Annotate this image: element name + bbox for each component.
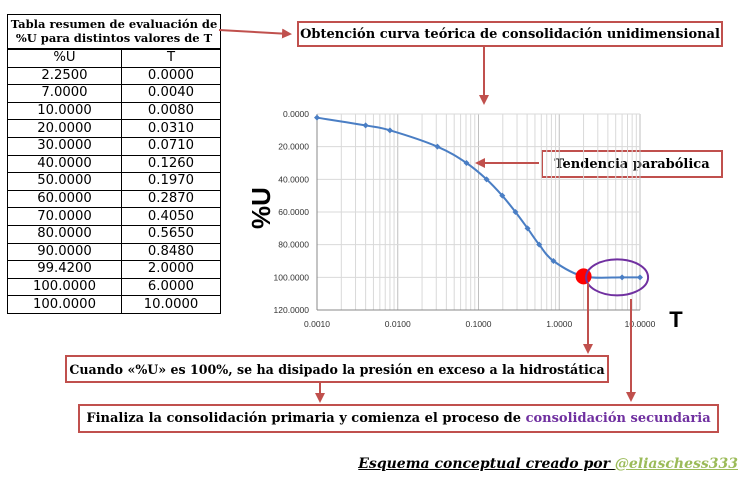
table-cell: 2.0000 bbox=[121, 260, 220, 279]
credit-line: Esquema conceptual creado por @eliasches… bbox=[358, 456, 738, 472]
table-cell: 70.0000 bbox=[8, 207, 122, 226]
table-cell: 30.0000 bbox=[8, 136, 122, 156]
chart-grid bbox=[316, 113, 641, 311]
table-cell: 0.0080 bbox=[121, 101, 220, 121]
data-point bbox=[637, 274, 643, 281]
x-tick-label: 0.0100 bbox=[385, 319, 411, 329]
table-cell: 100.0000 bbox=[8, 277, 122, 297]
table-cell: 80.0000 bbox=[8, 224, 122, 244]
credit-text: Esquema conceptual creado por bbox=[358, 456, 615, 472]
arrows bbox=[218, 28, 636, 403]
table-cell: 99.4200 bbox=[8, 260, 122, 279]
y-tick-label: 0.0000 bbox=[283, 109, 309, 119]
chart-axes bbox=[316, 114, 640, 311]
table-row: 100.0000 6.0000 bbox=[8, 277, 220, 297]
data-point bbox=[524, 225, 531, 232]
y-tick-label: 20.0000 bbox=[278, 142, 309, 152]
data-point bbox=[434, 143, 441, 150]
y-tick-label: 40.0000 bbox=[278, 174, 309, 184]
x-axis-label: T bbox=[669, 307, 683, 332]
table-cell: 0.4050 bbox=[121, 207, 220, 226]
table-row: 99.4200 2.0000 bbox=[8, 260, 220, 279]
table-cell: 0.0710 bbox=[121, 136, 220, 156]
data-point bbox=[483, 176, 490, 183]
table-row: 100.0000 10.0000 bbox=[8, 295, 220, 313]
table-cell: 0.2870 bbox=[121, 189, 220, 209]
top-title-text: Obtención curva teórica de consolidación… bbox=[300, 26, 720, 42]
table-row: 30.0000 0.0710 bbox=[8, 136, 220, 156]
secondary-zone-ellipse bbox=[585, 258, 650, 297]
chart-ticks: 0.0000 20.0000 40.0000 60.0000 80.0000 100.00… bbox=[274, 109, 656, 329]
final-text-prefix: Finaliza la consolidación primaria y com… bbox=[86, 411, 522, 426]
summary-table: %U T 2.2500 0.0000 7.0000 0.0040 10.0000 0.008… bbox=[8, 49, 220, 313]
y-tick-label: 60.0000 bbox=[278, 207, 309, 217]
data-point bbox=[499, 192, 506, 199]
y-tick-label: 80.0000 bbox=[278, 240, 309, 250]
y-tick-label: 120.0000 bbox=[274, 305, 310, 315]
data-point bbox=[362, 122, 369, 129]
table-cell: 10.0000 bbox=[121, 295, 220, 313]
when-100-box: Cuando «%U» es 100%, se ha disipado la p… bbox=[65, 355, 609, 383]
arrow-table-to-title bbox=[218, 28, 292, 39]
table-title: Tabla resumen de evaluación de %U para d… bbox=[8, 15, 220, 49]
data-point bbox=[512, 209, 519, 215]
summary-table-panel: Tabla resumen de evaluación de %U para d… bbox=[7, 14, 221, 314]
x-tick-label: 1.0000 bbox=[546, 319, 572, 329]
x-tick-label: 0.0010 bbox=[304, 319, 330, 329]
y-axis-label: %U bbox=[246, 187, 276, 229]
x-tick-label: 10.0000 bbox=[625, 319, 656, 329]
table-cell: 100.0000 bbox=[8, 295, 122, 313]
data-point bbox=[463, 160, 470, 166]
table-row: 80.0000 0.5650 bbox=[8, 224, 220, 244]
data-point bbox=[314, 114, 320, 121]
table-cell: 0.8480 bbox=[121, 242, 220, 262]
data-point bbox=[550, 258, 557, 264]
x-tick-label: 0.1000 bbox=[466, 319, 492, 329]
table-row: 70.0000 0.4050 bbox=[8, 207, 220, 226]
credit-handle[interactable]: @eliaschess333 bbox=[614, 456, 738, 472]
table-row: 20.0000 0.0310 bbox=[8, 119, 220, 138]
data-point bbox=[536, 241, 543, 248]
final-text-highlight: consolidación secundaria bbox=[525, 411, 711, 426]
data-point bbox=[619, 274, 626, 281]
table-cell: 0.1260 bbox=[121, 154, 220, 174]
data-point bbox=[386, 127, 393, 134]
table-row: 40.0000 0.1260 bbox=[8, 154, 220, 174]
top-title-box: Obtención curva teórica de consolidación… bbox=[297, 21, 723, 47]
final-box: Finaliza la consolidación primaria y com… bbox=[78, 404, 719, 433]
when-100-text: Cuando «%U» es 100%, se ha disipado la p… bbox=[69, 361, 605, 377]
y-tick-label: 100.0000 bbox=[274, 272, 310, 282]
